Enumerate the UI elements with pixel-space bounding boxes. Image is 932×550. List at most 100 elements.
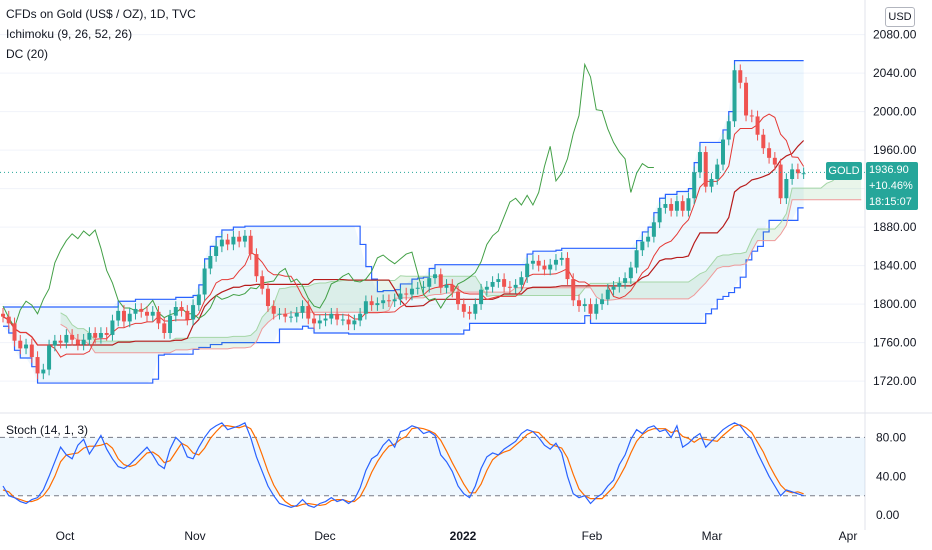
stoch-tick-label: 0.00 (876, 508, 900, 522)
candle-body (29, 344, 34, 358)
candle-body (721, 139, 725, 165)
candle-body (121, 310, 126, 322)
candle-body (191, 305, 196, 320)
candle-body (542, 265, 547, 270)
candle-body (461, 304, 466, 312)
ichimoku-span-a (60, 164, 862, 342)
candle-body (709, 179, 714, 187)
candle-body (772, 157, 777, 165)
candle-body (513, 284, 518, 288)
candle-body (162, 323, 167, 333)
candle-body (398, 293, 403, 300)
candle-body (738, 70, 743, 83)
candle-body (697, 152, 702, 173)
candle-body (248, 235, 253, 255)
candle-body (582, 304, 587, 307)
time-tick-label: Oct (56, 529, 75, 543)
chart-title: CFDs on Gold (US$ / OZ), 1D, TVC (6, 7, 196, 21)
candle-body (663, 204, 668, 208)
candle-body (156, 311, 161, 324)
candle-body (479, 289, 484, 305)
candle-body (242, 235, 247, 242)
candle-body (611, 286, 616, 290)
candle-body (496, 279, 501, 282)
candle-body (289, 316, 293, 318)
candle-body (680, 201, 685, 211)
candle-body (784, 179, 789, 199)
candle-body (87, 333, 92, 340)
price-tick-label: 1840.00 (873, 259, 917, 273)
candle-body (634, 250, 639, 268)
candle-body (536, 260, 541, 266)
candle-body (173, 307, 178, 316)
candle-body (312, 318, 317, 324)
candle-body (715, 164, 720, 179)
candle-body (778, 164, 783, 199)
stoch-legend[interactable]: Stoch (14, 1, 3) (6, 423, 89, 437)
candle-body (617, 282, 622, 287)
candle-body (744, 82, 749, 116)
price-tick-label: 2000.00 (873, 105, 917, 119)
time-tick-label: Apr (839, 529, 858, 543)
ichimoku-legend[interactable]: Ichimoku (9, 26, 52, 26) (6, 27, 133, 41)
candle-body (456, 291, 461, 305)
candle-body (392, 299, 397, 302)
candle-body (18, 340, 23, 349)
candle-body (219, 239, 224, 247)
candle-body (254, 254, 259, 277)
candle-body (686, 198, 691, 211)
candle-body (237, 236, 242, 242)
candle-body (294, 312, 299, 317)
price-change: +10.46% (869, 180, 913, 192)
time-tick-label: Feb (582, 529, 603, 543)
candle-body (24, 344, 29, 349)
price-tick-label: 2080.00 (873, 28, 917, 42)
candle-body (214, 246, 219, 256)
candle-body (358, 313, 363, 321)
candle-body (110, 320, 115, 335)
candle-body (12, 323, 17, 341)
donchian-legend[interactable]: DC (20) (6, 47, 49, 61)
candle-body (548, 264, 553, 270)
candle-body (145, 311, 149, 316)
candle-body (669, 204, 674, 211)
candle-body (450, 284, 455, 292)
candle-body (623, 278, 628, 283)
candle-body (98, 333, 103, 338)
candle-body (519, 277, 524, 285)
candle-body (335, 313, 340, 320)
candle-body (52, 340, 57, 346)
candle-body (81, 339, 86, 345)
candle-body (767, 148, 772, 158)
stoch-k-line (2, 422, 804, 509)
candle-body (801, 173, 806, 175)
candle-body (588, 304, 593, 314)
candle-body (185, 310, 190, 320)
candle-body (795, 169, 800, 174)
candle-body (674, 201, 679, 211)
candle-body (58, 340, 63, 343)
currency-button[interactable]: USD (885, 7, 915, 27)
candle-body (646, 236, 651, 242)
ichimoku-conversion-line (2, 113, 805, 358)
time-tick-label: Mar (702, 529, 723, 543)
candle-body (732, 70, 737, 122)
candle-body (127, 313, 132, 322)
candle-body (628, 267, 633, 279)
candle-body (444, 284, 449, 288)
candle-body (577, 300, 581, 307)
candle-body (70, 334, 75, 340)
candle-body (271, 306, 276, 314)
candle-body (427, 278, 432, 287)
candle-body (168, 315, 173, 333)
candle-body (404, 293, 409, 295)
candle-body (93, 333, 98, 338)
candle-body (265, 288, 270, 307)
candle-body (260, 276, 265, 289)
candle-body (231, 236, 236, 245)
candle-body (306, 306, 311, 319)
candle-body (329, 313, 334, 319)
donchian-upper (3, 60, 804, 308)
candle-body (473, 304, 478, 314)
